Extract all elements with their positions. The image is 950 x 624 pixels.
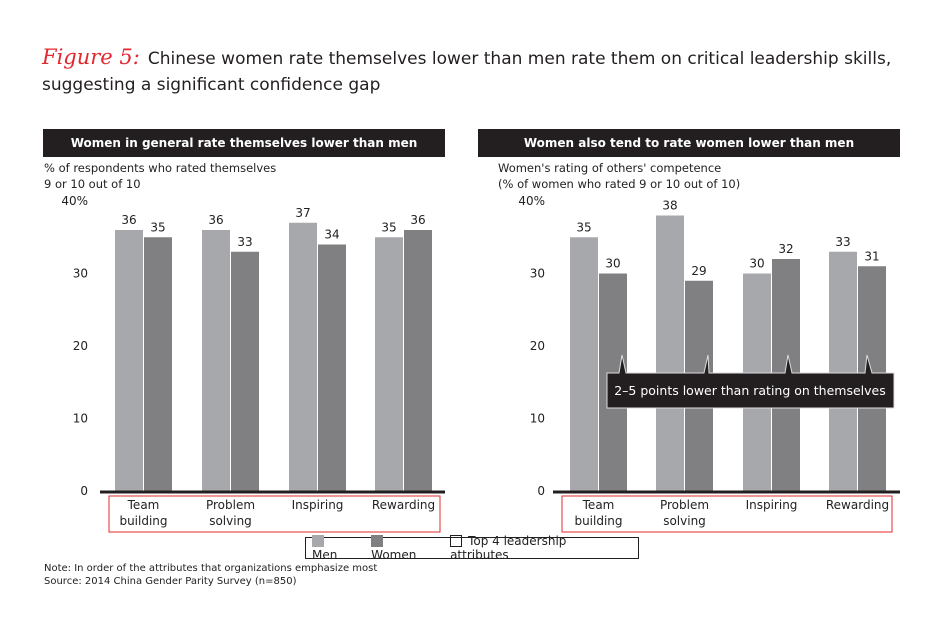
- bar-women: [318, 244, 346, 491]
- data-label: 30: [605, 257, 620, 271]
- legend-top4: Top 4 leadership attributes: [450, 534, 628, 562]
- bar-women: [231, 251, 259, 491]
- data-label: 37: [295, 206, 310, 220]
- category-label: Rewarding: [826, 498, 889, 512]
- women-swatch: [371, 535, 384, 547]
- data-label: 31: [864, 249, 879, 263]
- category-label: Problem: [660, 498, 709, 512]
- category-label: Inspiring: [746, 498, 798, 512]
- annotation-text: 2–5 points lower than rating on themselv…: [614, 383, 886, 398]
- data-label: 34: [324, 228, 339, 242]
- bar-men: [289, 222, 317, 491]
- y-tick-label: 40%: [61, 194, 88, 208]
- data-label: 35: [150, 220, 165, 234]
- right-chart-header: Women also tend to rate women lower than…: [478, 129, 900, 157]
- annotation-callout: [606, 354, 895, 409]
- y-tick-label: 0: [80, 484, 88, 498]
- y-tick-label: 40%: [518, 194, 545, 208]
- category-label: solving: [663, 514, 706, 528]
- figure-title: Figure 5: Chinese women rate themselves l…: [42, 44, 902, 98]
- left-chart-header: Women in general rate themselves lower t…: [43, 129, 445, 157]
- y-tick-label: 10: [73, 412, 88, 426]
- legend-top4-label: Top 4 leadership attributes: [450, 534, 567, 562]
- left-ylabel-line: 9 or 10 out of 10: [44, 177, 141, 191]
- left-ylabel-line: % of respondents who rated themselves: [44, 161, 277, 175]
- men-swatch: [312, 535, 324, 547]
- figure-title-text: Chinese women rate themselves lower than…: [42, 49, 892, 95]
- category-label: Rewarding: [372, 498, 435, 512]
- bar-men: [202, 230, 230, 491]
- bar-men: [375, 237, 403, 491]
- y-tick-label: 30: [530, 267, 545, 281]
- category-label: building: [119, 514, 167, 528]
- data-label: 33: [237, 235, 252, 249]
- data-label: 32: [778, 242, 793, 256]
- category-label: solving: [209, 514, 252, 528]
- data-label: 33: [835, 235, 850, 249]
- top4-highlight-box: [108, 495, 441, 533]
- right-ylabel-line: (% of women who rated 9 or 10 out of 10): [498, 177, 741, 191]
- category-label: Problem: [206, 498, 255, 512]
- right-y-axis-label: Women's rating of others' competence (% o…: [498, 160, 740, 192]
- data-label: 36: [410, 213, 425, 227]
- bar-women: [144, 237, 172, 491]
- y-tick-label: 30: [73, 267, 88, 281]
- data-label: 29: [691, 264, 706, 278]
- category-label: Team: [582, 498, 615, 512]
- legend-men: Men: [312, 534, 355, 562]
- legend-women: Women: [371, 534, 434, 562]
- note-text: Note: In order of the attributes that or…: [44, 563, 378, 574]
- data-label: 35: [576, 220, 591, 234]
- notes: Note: In order of the attributes that or…: [44, 562, 377, 588]
- category-label: building: [574, 514, 622, 528]
- bar-men: [570, 237, 598, 491]
- right-ylabel-line: Women's rating of others' competence: [498, 161, 722, 175]
- legend-women-label: Women: [371, 548, 417, 562]
- y-tick-label: 20: [73, 339, 88, 353]
- legend: Men Women Top 4 leadership attributes: [305, 534, 639, 562]
- data-label: 38: [662, 199, 677, 213]
- data-label: 36: [121, 213, 136, 227]
- bar-women: [404, 230, 432, 491]
- source-text: Source: 2014 China Gender Parity Survey …: [44, 576, 297, 587]
- bar-men: [656, 215, 684, 491]
- category-label: Team: [127, 498, 160, 512]
- category-label: Inspiring: [292, 498, 344, 512]
- top4-highlight-box: [561, 495, 893, 533]
- bar-men: [829, 251, 857, 491]
- y-tick-label: 10: [530, 412, 545, 426]
- bar-men: [115, 230, 143, 491]
- data-label: 35: [381, 220, 396, 234]
- top4-swatch: [450, 535, 463, 547]
- left-y-axis-label: % of respondents who rated themselves 9 o…: [44, 160, 276, 192]
- data-label: 30: [749, 257, 764, 271]
- y-tick-label: 20: [530, 339, 545, 353]
- figure-label: Figure 5:: [42, 45, 140, 69]
- data-label: 36: [208, 213, 223, 227]
- legend-men-label: Men: [312, 548, 338, 562]
- y-tick-label: 0: [537, 484, 545, 498]
